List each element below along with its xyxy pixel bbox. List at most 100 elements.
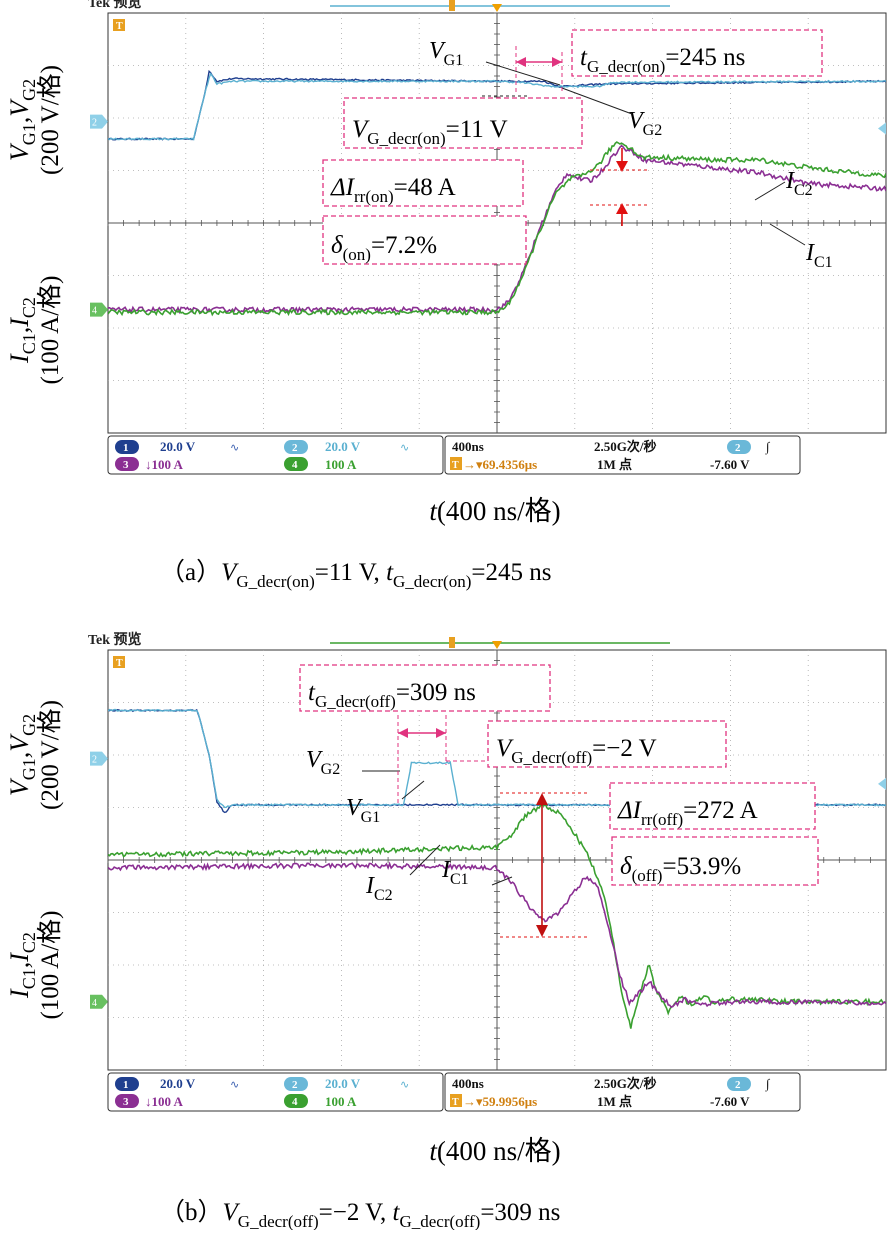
di-up-arrow-icon (536, 793, 548, 805)
trig-time-icon-label: T (452, 460, 459, 471)
label-ic2-leader (409, 844, 441, 876)
t-decr-off-box-text: tG_decr(off)=309 ns (308, 679, 476, 711)
trig-ch-badge (727, 440, 751, 454)
timebase: 400ns (452, 1076, 484, 1091)
scope-title: Tek 预览 (88, 0, 142, 11)
panel-b: Tek 预览 T 2 4 tG_decr(off)=309 ns VG_decr(off)… (0, 615, 889, 1231)
t-decr-off-box-frame (299, 664, 551, 712)
di-down-arrow-icon (536, 925, 548, 937)
ch4-scale: 100 A (325, 1094, 357, 1109)
t-arrow-left-icon (398, 728, 408, 738)
ch4-num: 4 (292, 459, 298, 471)
ylabel-voltage-line1: VG1,VG2 (5, 79, 39, 161)
chart-a: Tek 预览 T 2 4 tG_decr(on)=245 ns VG_decr(on)=1… (5, 0, 887, 591)
label-ic2: IC2 (365, 873, 393, 904)
label-vg2: VG2 (628, 108, 662, 139)
ylabel-current-line2: (100 A/格) (36, 910, 64, 1019)
ch1-num: 1 (123, 1079, 129, 1091)
chart-b: Tek 预览 T 2 4 tG_decr(off)=309 ns VG_decr(off)… (5, 631, 887, 1231)
v-decr-off-box-frame (487, 720, 727, 768)
label-vg2: VG2 (306, 747, 340, 778)
timebase: 400ns (452, 439, 484, 454)
trigger-level-icon (113, 656, 125, 668)
ch2-badge (284, 1077, 308, 1091)
ch4-num: 4 (292, 1096, 298, 1108)
record-marker (449, 0, 455, 11)
ch2-marker-icon (90, 751, 108, 766)
ylabel-voltage-line2: (200 V/格) (36, 700, 64, 810)
ylabel-current-line2: (100 A/格) (36, 275, 64, 384)
xlabel: t(400 ns/格) (429, 496, 560, 526)
delta-irr-off-box-frame (609, 782, 816, 830)
scope-title: Tek 预览 (88, 631, 142, 648)
series-v-g2 (108, 72, 886, 141)
ch1-bw-icon: ∿ (230, 1079, 239, 1091)
ch1-badge (115, 1077, 139, 1091)
sample-rate: 2.50G次/秒 (594, 1076, 656, 1091)
ch2-bw-icon: ∿ (400, 442, 409, 454)
right-ch-indicator-icon (878, 122, 886, 135)
series-i-c2 (108, 801, 886, 1029)
trigger-level: -7.60 V (710, 457, 750, 472)
trig-time-icon (450, 1094, 462, 1107)
delta-irr-on-box-frame (322, 159, 524, 207)
ch4-badge (284, 1094, 308, 1108)
label-vg1: VG1 (346, 795, 380, 826)
delta-off-box-frame (611, 836, 819, 886)
ylabel-voltage: VG1,VG2(200 V/格) (5, 700, 64, 810)
ch1-scale: 20.0 V (160, 439, 196, 454)
label-ic1-leader (769, 223, 806, 246)
ch1-badge (115, 440, 139, 454)
ch1-bw-icon: ∿ (230, 442, 239, 454)
label-ic1: IC1 (441, 857, 469, 888)
ylabel-current-line1: IC1,IC2 (5, 932, 39, 999)
ch4-marker-icon (90, 302, 108, 317)
trig-time-icon (450, 457, 462, 470)
ch2-badge (284, 440, 308, 454)
trigger-time: →▾59.9956μs (463, 1094, 537, 1109)
t-arrow-left-icon (516, 57, 526, 67)
ch2-marker-label: 2 (92, 118, 97, 129)
trig-ch-num: 2 (735, 1079, 741, 1091)
ylabel-voltage-line2: (200 V/格) (36, 65, 64, 175)
ylabel-voltage-line1: VG1,VG2 (5, 714, 39, 796)
record-length: 1M 点 (597, 1094, 632, 1109)
status-right (444, 1072, 801, 1112)
ch3-badge (115, 457, 139, 471)
di-down-arrow-icon (616, 161, 628, 172)
trigger-level: -7.60 V (710, 1094, 750, 1109)
delta-on-box-frame (322, 215, 527, 265)
ch2-num: 2 (292, 442, 298, 454)
series-i-c2 (108, 141, 886, 317)
trig-slope-icon: ∫ (765, 1076, 771, 1092)
trig-time-icon-label: T (452, 1097, 459, 1108)
ch1-scale: 20.0 V (160, 1076, 196, 1091)
ch2-scale: 20.0 V (325, 439, 361, 454)
ylabel-current: IC1,IC2(100 A/格) (5, 275, 64, 384)
trigger-level-icon (113, 19, 125, 31)
t-decr-on-box-frame (571, 29, 823, 77)
di-up-arrow-icon (616, 203, 628, 214)
trig-ch-badge (727, 1077, 751, 1091)
label-vg1-leader (401, 780, 425, 800)
ch4-badge (284, 457, 308, 471)
delta-off-box-text: δ(off)=53.9% (620, 853, 741, 885)
trigger-time: →▾69.4356μs (463, 457, 537, 472)
status-right (444, 435, 801, 475)
ylabel-current: IC1,IC2(100 A/格) (5, 910, 64, 1019)
ch2-bw-icon: ∿ (400, 1079, 409, 1091)
ch4-marker-label: 4 (92, 998, 97, 1009)
label-ic2-leader (754, 181, 786, 201)
ch3-badge (115, 1094, 139, 1108)
t-decr-on-box-text: tG_decr(on)=245 ns (580, 44, 745, 76)
ch2-marker-icon (90, 114, 108, 129)
trigger-level-label: T (116, 658, 123, 669)
series-i-c1 (108, 861, 886, 1009)
record-marker (449, 637, 455, 648)
series-i-c1 (108, 144, 886, 315)
t-arrow-right-icon (552, 57, 562, 67)
ch3-scale: ↓100 A (145, 457, 184, 472)
record-length: 1M 点 (597, 457, 632, 472)
panel-a: Tek 预览 T 2 4 tG_decr(on)=245 ns VG_decr(on)=1… (0, 0, 889, 600)
label-ic2: IC2 (785, 168, 813, 199)
